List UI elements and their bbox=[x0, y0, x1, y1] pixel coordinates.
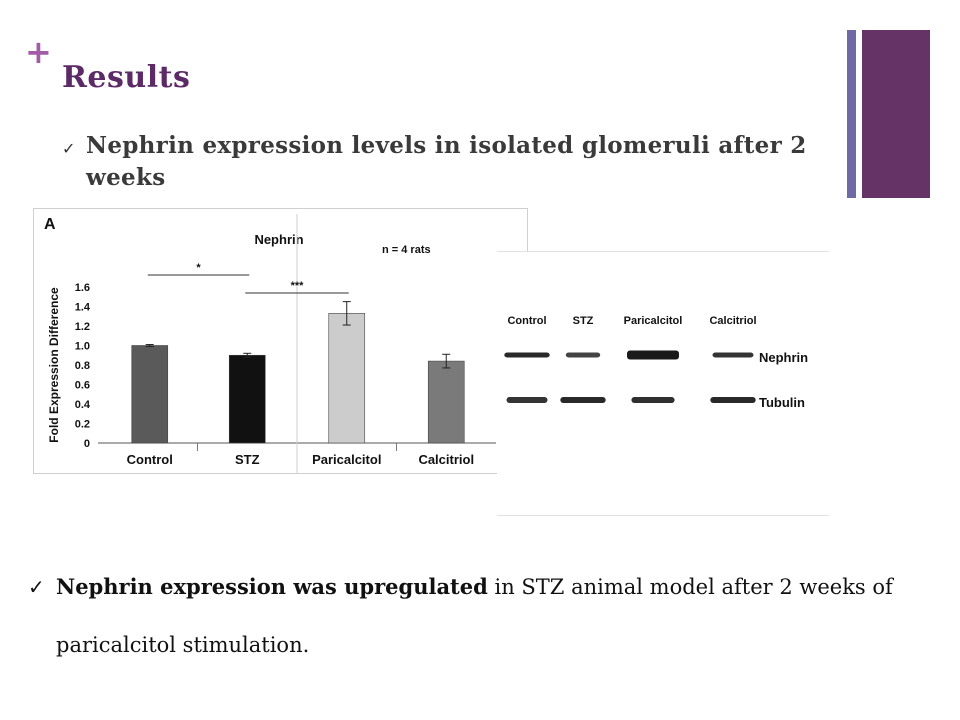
bar bbox=[427, 360, 465, 444]
blot-band bbox=[631, 397, 675, 403]
bar-chart-panel: A Nephrin n = 4 rats Fold Expression Differ… bbox=[33, 208, 528, 474]
lane-label: Paricalcitol bbox=[624, 315, 683, 327]
lane-label: Control bbox=[507, 315, 546, 327]
bullet-text: Nephrin expression levels in isolated gl… bbox=[86, 132, 807, 191]
conclusion-rest: in STZ animal model after 2 weeks of bbox=[487, 575, 893, 599]
x-tick-label: Calcitriol bbox=[418, 452, 474, 467]
decorative-bar-thin bbox=[847, 30, 856, 198]
significance-label: *** bbox=[291, 280, 305, 292]
conclusion-line-1: Nephrin expression was upregulated in ST… bbox=[28, 558, 928, 616]
significance-label: * bbox=[196, 262, 201, 274]
western-blot: ControlSTZParicalcitolCalcitriol185 kDaN… bbox=[504, 315, 808, 410]
lane-label: Calcitriol bbox=[709, 315, 756, 327]
blot-band bbox=[712, 352, 754, 358]
blot-band bbox=[504, 352, 550, 358]
panel-label: A bbox=[44, 216, 56, 233]
slide-title: Results bbox=[62, 60, 191, 95]
y-tick-label: 0.8 bbox=[75, 360, 90, 372]
bar bbox=[131, 345, 169, 444]
check-icon: ✓ bbox=[28, 575, 45, 599]
bullet-conclusion: ✓ Nephrin expression was upregulated in … bbox=[28, 558, 928, 674]
x-tick-label: Control bbox=[127, 452, 173, 467]
bullet-nephrin-levels: ✓ Nephrin expression levels in isolated … bbox=[62, 130, 822, 194]
bar bbox=[328, 313, 366, 444]
bar bbox=[228, 354, 266, 444]
x-tick-label: Paricalcitol bbox=[312, 452, 381, 467]
y-tick-label: 1.4 bbox=[75, 302, 91, 314]
chart-title: Nephrin bbox=[254, 232, 303, 247]
bar-chart: A Nephrin n = 4 rats Fold Expression Differ… bbox=[44, 214, 496, 473]
x-tick-label: STZ bbox=[235, 452, 260, 467]
conclusion-bold: Nephrin expression was upregulated bbox=[56, 574, 488, 599]
check-icon: ✓ bbox=[62, 139, 76, 158]
y-tick-label: 0.6 bbox=[75, 380, 90, 392]
blot-band bbox=[560, 397, 606, 403]
blot-band bbox=[627, 350, 679, 360]
protein-label: Tubulin bbox=[759, 395, 805, 410]
protein-label: Nephrin bbox=[759, 350, 808, 365]
y-tick-label: 0.4 bbox=[75, 399, 91, 411]
y-axis-label: Fold Expression Difference bbox=[47, 287, 61, 443]
y-tick-label: 0.2 bbox=[75, 419, 90, 431]
conclusion-line-2: paricalcitol stimulation. bbox=[56, 633, 310, 657]
chart-note: n = 4 rats bbox=[382, 244, 431, 256]
lane-label: STZ bbox=[573, 315, 594, 327]
decorative-bar-thick bbox=[862, 30, 930, 198]
plus-icon: + bbox=[25, 33, 52, 71]
blot-band bbox=[565, 352, 601, 358]
blot-band bbox=[710, 397, 756, 403]
western-blot-panel: ControlSTZParicalcitolCalcitriol185 kDaN… bbox=[497, 251, 829, 516]
y-tick-label: 0 bbox=[84, 438, 90, 450]
y-tick-label: 1.0 bbox=[75, 341, 90, 353]
y-tick-label: 1.2 bbox=[75, 321, 90, 333]
y-tick-label: 1.6 bbox=[75, 282, 90, 294]
blot-band bbox=[506, 397, 548, 403]
